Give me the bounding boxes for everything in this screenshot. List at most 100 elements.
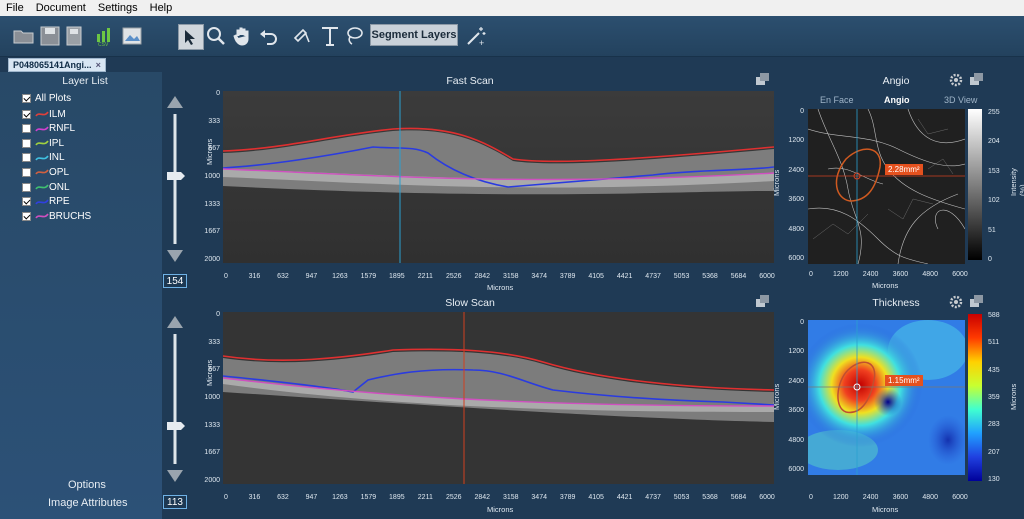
- y-tick-label: 6000: [788, 255, 804, 262]
- maximize-angio-icon[interactable]: [970, 73, 984, 85]
- x-tick-label: 3474: [531, 273, 547, 280]
- slow-scan-image[interactable]: [223, 312, 774, 484]
- layer-label: RPE: [49, 196, 70, 208]
- maximize-fast-scan-icon[interactable]: [756, 73, 770, 85]
- x-tick-label: 1579: [360, 273, 377, 280]
- all-plots-checkbox[interactable]: All Plots: [22, 91, 71, 105]
- options-button[interactable]: Options: [68, 479, 106, 491]
- rpe-line: [223, 368, 774, 406]
- angio-area-badge: 2.28mm²: [885, 164, 923, 175]
- y-tick-label: 3600: [788, 407, 804, 415]
- tab-en-face[interactable]: En Face: [820, 95, 854, 105]
- bottom-depth-slider[interactable]: [163, 312, 187, 492]
- x-tick-label: 0: [224, 494, 228, 501]
- layer-label: ILM: [49, 108, 66, 120]
- thickness-x-label: Microns: [872, 505, 899, 514]
- y-tick-label: 2000: [204, 477, 220, 484]
- csv-export-icon[interactable]: CSV: [94, 24, 118, 48]
- top-slider-value[interactable]: 154: [163, 274, 187, 288]
- x-tick-label: 2526: [445, 273, 462, 280]
- fast-scan-y-label: Microns: [205, 138, 214, 165]
- menu-help[interactable]: Help: [149, 2, 173, 14]
- layer-item[interactable]: ILM: [22, 107, 66, 121]
- layer-item[interactable]: RPE: [22, 195, 70, 209]
- x-tick-label: 4105: [588, 273, 604, 280]
- text-icon[interactable]: [318, 24, 342, 48]
- open-folder-icon[interactable]: [12, 24, 36, 48]
- lasso-icon[interactable]: [342, 24, 366, 48]
- layer-checkbox[interactable]: [22, 167, 31, 177]
- layer-color-swatch: [35, 169, 49, 175]
- x-tick-label: 4105: [588, 494, 604, 501]
- angio-y-label: Microns: [772, 169, 781, 196]
- fast-scan-image[interactable]: [223, 91, 774, 263]
- x-tick-label: 4421: [616, 273, 633, 280]
- maximize-slow-scan-icon[interactable]: [756, 295, 770, 307]
- save-icon[interactable]: [38, 24, 62, 48]
- undo-icon[interactable]: [256, 24, 280, 48]
- angio-image[interactable]: 2.28mm²: [808, 109, 965, 264]
- x-tick-label: 0: [809, 494, 813, 501]
- layer-checkbox[interactable]: [22, 138, 31, 148]
- image-export-icon[interactable]: [120, 24, 144, 48]
- zoom-icon[interactable]: [204, 24, 228, 48]
- angio-settings-gear-icon[interactable]: [948, 72, 964, 88]
- menu-settings[interactable]: Settings: [97, 2, 138, 14]
- x-tick-label: 4800: [922, 271, 938, 278]
- layer-checkbox[interactable]: [22, 109, 31, 119]
- top-depth-slider[interactable]: [163, 92, 187, 272]
- close-tab-icon[interactable]: ×: [95, 60, 101, 70]
- x-tick-label: 6000: [952, 271, 968, 278]
- layer-item[interactable]: INL: [22, 151, 65, 165]
- layer-checkbox[interactable]: [22, 197, 31, 207]
- colorbar-tick-label: 207: [988, 448, 1000, 456]
- magic-wand-icon[interactable]: +: [464, 24, 488, 48]
- layer-checkbox[interactable]: [22, 153, 31, 163]
- layer-color-swatch: [35, 155, 49, 161]
- menu-document[interactable]: Document: [35, 2, 86, 14]
- x-tick-label: 1895: [389, 273, 405, 280]
- layer-item[interactable]: OPL: [22, 165, 69, 179]
- layer-item[interactable]: ONL: [22, 180, 70, 194]
- fast-scan-title: Fast Scan: [446, 75, 494, 87]
- all-plots-check-icon[interactable]: [22, 93, 31, 103]
- angio-x-label: Microns: [872, 281, 899, 290]
- layer-item[interactable]: RNFL: [22, 122, 75, 136]
- select-pointer-icon[interactable]: [178, 24, 204, 50]
- angio-colorbar-label: Intensity (%): [1009, 168, 1024, 196]
- thickness-settings-gear-icon[interactable]: [948, 294, 964, 310]
- tab-angio[interactable]: Angio: [884, 95, 910, 105]
- slow-scan-y-label: Microns: [205, 359, 214, 386]
- maximize-thickness-icon[interactable]: [970, 295, 984, 307]
- colorbar-tick-label: 255: [988, 109, 1000, 116]
- thickness-y-label: Microns: [772, 383, 781, 410]
- x-tick-label: 5684: [730, 273, 747, 280]
- x-tick-label: 5053: [673, 494, 690, 501]
- thickness-colorbar-label: Microns: [1009, 383, 1018, 410]
- layer-checkbox[interactable]: [22, 124, 31, 134]
- pen-icon[interactable]: [292, 24, 316, 48]
- pan-hand-icon[interactable]: [230, 24, 254, 48]
- document-tab[interactable]: P048065141Angi... ×: [8, 58, 106, 72]
- menu-file[interactable]: File: [6, 2, 24, 14]
- layer-item[interactable]: IPL: [22, 136, 64, 150]
- x-tick-label: 632: [277, 494, 289, 501]
- x-tick-label: 947: [305, 494, 318, 501]
- segment-layers-button[interactable]: Segment Layers: [370, 24, 458, 46]
- document-tab-label: P048065141Angi...: [13, 60, 92, 70]
- layer-item[interactable]: BRUCHS: [22, 209, 91, 223]
- colorbar-tick-label: 511: [988, 339, 1000, 347]
- thickness-map[interactable]: 1.15mm²: [808, 320, 965, 475]
- x-tick-label: 5053: [673, 273, 690, 280]
- bottom-slider-value[interactable]: 113: [163, 495, 187, 509]
- tab-3d-view[interactable]: 3D View: [944, 95, 978, 105]
- save-as-icon[interactable]: [62, 24, 86, 48]
- x-tick-label: 4421: [616, 494, 633, 501]
- image-attributes-button[interactable]: Image Attributes: [48, 497, 128, 509]
- layer-checkbox[interactable]: [22, 182, 31, 192]
- layer-list-title: Layer List: [62, 75, 108, 87]
- layer-checkbox[interactable]: [22, 211, 31, 221]
- y-tick-label: 667: [208, 145, 220, 153]
- x-tick-label: 1579: [360, 494, 377, 501]
- colorbar-tick-label: 153: [988, 167, 1000, 175]
